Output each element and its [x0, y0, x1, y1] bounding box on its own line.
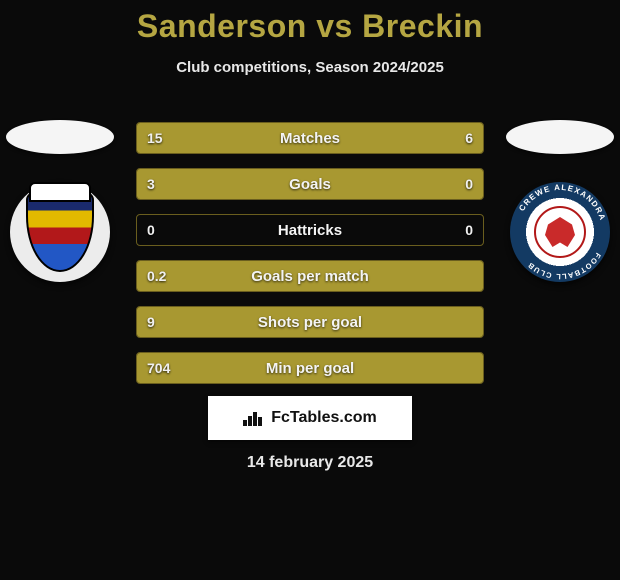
- player-right-column: CREWE ALEXANDRA FOOTBALL CLUB: [500, 120, 620, 282]
- player-right-avatar-placeholder: [506, 120, 614, 154]
- stat-fill-left: [137, 353, 483, 383]
- stat-value-right: 0: [455, 215, 483, 245]
- shield-icon: [26, 192, 94, 272]
- source-label: FcTables.com: [271, 409, 377, 427]
- page-subtitle: Club competitions, Season 2024/2025: [0, 59, 620, 76]
- page-title: Sanderson vs Breckin: [0, 8, 620, 45]
- stat-fill-right: [383, 123, 483, 153]
- stat-row: 704Min per goal: [136, 352, 484, 384]
- svg-text:CREWE ALEXANDRA: CREWE ALEXANDRA: [517, 183, 607, 222]
- comparison-bars: 156Matches 30Goals 0 0Hattricks 0.2Goals per…: [136, 122, 484, 384]
- stat-label: Hattricks: [137, 215, 483, 245]
- svg-text:FOOTBALL CLUB: FOOTBALL CLUB: [525, 251, 602, 281]
- stat-row: 9Shots per goal: [136, 306, 484, 338]
- stat-fill-left: [137, 123, 383, 153]
- stat-fill-left: [137, 169, 441, 199]
- stat-row: 30Goals: [136, 168, 484, 200]
- stat-row: 156Matches: [136, 122, 484, 154]
- stat-row: 0 0Hattricks: [136, 214, 484, 246]
- stat-row: 0.2Goals per match: [136, 260, 484, 292]
- bar-chart-icon: [243, 410, 265, 426]
- source-badge: FcTables.com: [208, 396, 412, 440]
- stat-fill-left: [137, 261, 483, 291]
- stat-fill-right: [441, 169, 483, 199]
- stat-fill-left: [137, 307, 483, 337]
- club-badge-left: [10, 182, 110, 282]
- player-left-column: [0, 120, 120, 282]
- stat-value-left: 0: [137, 215, 165, 245]
- player-left-avatar-placeholder: [6, 120, 114, 154]
- date-label: 14 february 2025: [0, 454, 620, 472]
- club-badge-right: CREWE ALEXANDRA FOOTBALL CLUB: [510, 182, 610, 282]
